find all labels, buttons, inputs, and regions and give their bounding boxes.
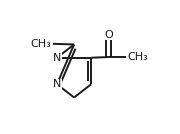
Text: N: N: [53, 79, 61, 89]
Text: CH₃: CH₃: [30, 39, 51, 49]
Text: CH₃: CH₃: [127, 52, 148, 62]
Text: O: O: [104, 29, 113, 40]
Text: N: N: [53, 53, 61, 63]
